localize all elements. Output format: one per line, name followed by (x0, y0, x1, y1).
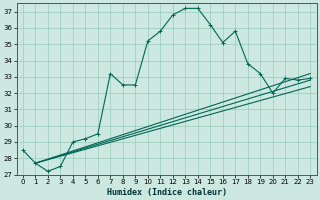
X-axis label: Humidex (Indice chaleur): Humidex (Indice chaleur) (107, 188, 227, 197)
